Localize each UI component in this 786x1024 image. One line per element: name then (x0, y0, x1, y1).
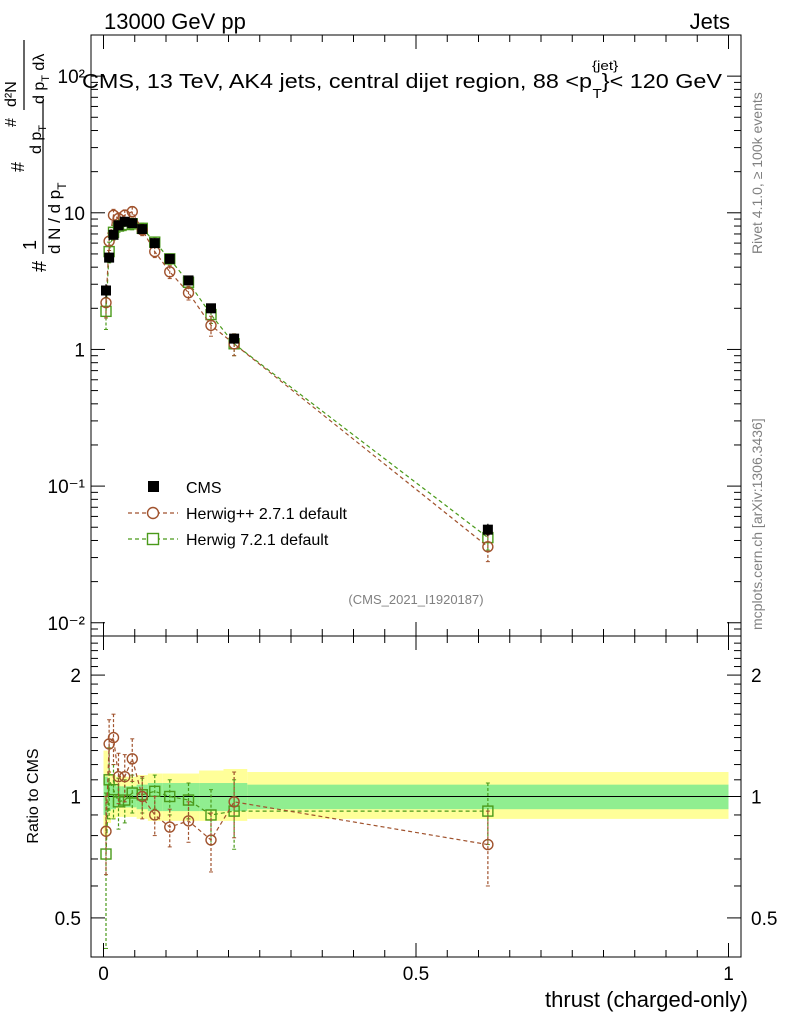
category-label: Jets (690, 9, 730, 34)
herwig7-ratio-point (182, 794, 195, 806)
herwigpp-ratio-point (119, 770, 131, 783)
cms-main-point (206, 303, 216, 314)
rivet-label: Rivet 4.1.0, ≥ 100k events (749, 92, 765, 254)
y-tick-label: 10⁻² (48, 614, 86, 635)
svg-text:1: 1 (20, 240, 40, 250)
ratio-tick-label-right: 1 (751, 788, 762, 809)
cms-main-point (101, 285, 111, 296)
x-axis-label: thrust (charged-only) (545, 987, 748, 1012)
svg-text:#: # (8, 162, 28, 172)
ratio-tick-label-right: 2 (751, 666, 762, 687)
legend-label-herwig7: Herwig 7.2.1 default (186, 532, 329, 549)
analysis-id: (CMS_2021_I1920187) (348, 592, 483, 607)
herwig7-ratio-point (164, 790, 176, 803)
cms-main-point (108, 229, 119, 240)
herwigpp-ratio-point (164, 821, 176, 833)
herwigpp-ratio-point (182, 815, 195, 827)
cms-main-point (149, 238, 160, 249)
herwigpp-ratio-point (136, 790, 148, 803)
y-tick-label: 10² (58, 67, 85, 88)
svg-text:#: # (29, 260, 51, 272)
ratio-tick-label-right: 0.5 (751, 909, 777, 930)
herwigpp-ratio-point (100, 825, 112, 837)
y-tick-label: 1 (74, 340, 85, 361)
legend: CMS Herwig++ 2.7.1 default Herwig 7.2.1 … (128, 480, 348, 549)
herwigpp-ratio-point (482, 838, 494, 851)
svg-text:d pT dλ: d pT dλ (31, 54, 52, 104)
cms-main-point (183, 275, 194, 286)
cms-main-point (229, 333, 240, 344)
herwigpp-ratio-point (205, 834, 217, 846)
ratio-tick-label-left: 0.5 (55, 909, 81, 930)
cms-main-point (137, 224, 148, 235)
cms-main-point (164, 253, 175, 264)
herwigpp-main-point (182, 287, 195, 299)
y-tick-label: 10 (64, 204, 85, 225)
ratio-tick-label-left: 2 (70, 666, 81, 687)
legend-marker-herwigpp (146, 506, 160, 520)
svg-text:d²N: d²N (3, 81, 20, 107)
y-tick-label: 10⁻¹ (48, 477, 86, 498)
herwigpp-ratio-point (228, 796, 240, 808)
herwigpp-ratio-point (149, 809, 161, 821)
cms-main-point (127, 218, 138, 229)
cms-main-point (104, 252, 115, 263)
herwigpp-ratio-point (112, 770, 125, 783)
herwigpp-main-line (105, 210, 489, 548)
x-tick-label: 0.5 (403, 964, 429, 985)
legend-marker-cms (148, 481, 159, 492)
mcplots-label: mcplots.cern.ch [arXiv:1306.3436] (749, 418, 765, 630)
cms-main-point (482, 524, 493, 535)
herwigpp-main-point (100, 296, 112, 309)
herwigpp-main-point (205, 319, 217, 332)
herwigpp-main-point (126, 205, 138, 218)
x-tick-label: 0 (98, 964, 109, 985)
legend-label-cms: CMS (186, 480, 222, 497)
ratio-band-inner (107, 783, 111, 812)
cms-main-point (119, 216, 130, 227)
herwigpp-main-point (482, 541, 494, 553)
svg-text:#: # (3, 118, 20, 127)
legend-label-herwigpp: Herwig++ 2.7.1 default (186, 506, 348, 523)
herwig7-main-line (105, 223, 489, 539)
ratio-tick-label-left: 1 (70, 788, 81, 809)
herwigpp-main-point (164, 266, 176, 278)
chart-title: CMS, 13 TeV, AK4 jets, central dijet reg… (82, 58, 723, 101)
legend-marker-herwig7 (146, 532, 160, 546)
herwigpp-ratio-point (126, 753, 138, 765)
cms-main-point (113, 220, 124, 231)
herwigpp-ratio-point (107, 731, 120, 744)
svg-text:d pT: d pT (28, 125, 49, 154)
energy-label: 13000 GeV pp (104, 9, 246, 34)
x-tick-label: 1 (723, 964, 734, 985)
ratio-y-label: Ratio to CMS (25, 748, 42, 843)
